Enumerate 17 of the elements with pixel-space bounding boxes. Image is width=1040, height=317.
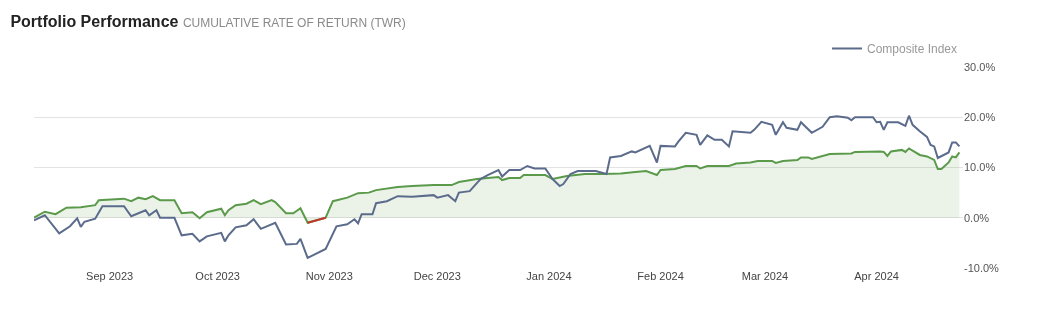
chart-title: Portfolio Performance [10,13,179,31]
x-tick-label: Feb 2024 [637,270,684,282]
x-tick-label: Jan 2024 [526,270,572,282]
x-tick-label: Dec 2023 [413,270,461,282]
y-tick-label: -10.0% [964,261,1000,274]
x-tick-label: Nov 2023 [305,270,353,282]
x-tick-label: Oct 2023 [195,270,240,282]
line-series [34,114,961,259]
y-tick-label: 30.0% [964,60,996,73]
x-tick-label: Mar 2024 [741,270,789,282]
y-tick-label: 0.0% [964,211,990,224]
chart-subtitle: CUMULATIVE RATE OF RETURN (TWR) [182,16,406,31]
x-tick-label: Sep 2023 [86,270,134,282]
x-tick-label: Apr 2024 [854,270,899,282]
y-tick-label: 20.0% [964,111,996,124]
legend-label: Composite Index [867,42,958,57]
y-tick-label: 10.0% [964,161,996,174]
